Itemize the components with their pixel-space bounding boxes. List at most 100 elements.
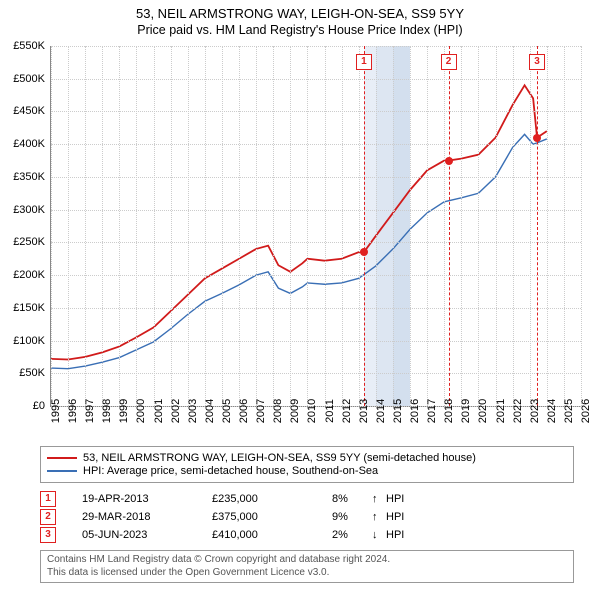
legend-label: 53, NEIL ARMSTRONG WAY, LEIGH-ON-SEA, SS… (83, 452, 476, 464)
sale-row-date: 19-APR-2013 (82, 493, 212, 505)
x-axis-tick-label: 2004 (204, 399, 216, 423)
arrow-icon: ↑ (372, 493, 386, 505)
x-axis-tick-label: 1997 (84, 399, 96, 423)
gridline-vertical (68, 46, 69, 406)
sale-row-price: £410,000 (212, 529, 332, 541)
x-axis-tick-label: 2006 (238, 399, 250, 423)
gridline-vertical (530, 46, 531, 406)
gridline-vertical (359, 46, 360, 406)
gridline-vertical (547, 46, 548, 406)
x-axis-tick-label: 2000 (135, 399, 147, 423)
gridline-vertical (564, 46, 565, 406)
sale-row-badge: 3 (40, 527, 56, 543)
gridline-horizontal (51, 46, 581, 47)
gridline-horizontal (51, 275, 581, 276)
gridline-vertical (273, 46, 274, 406)
gridline-vertical (51, 46, 52, 406)
sale-marker-line (537, 46, 538, 406)
x-axis-tick-label: 2016 (409, 399, 421, 423)
sale-marker-badge: 3 (529, 54, 545, 70)
gridline-vertical (85, 46, 86, 406)
gridline-vertical (256, 46, 257, 406)
sale-row: 305-JUN-2023£410,0002%↓HPI (40, 526, 404, 544)
y-axis-tick-label: £150K (13, 302, 45, 314)
gridline-horizontal (51, 373, 581, 374)
sale-marker-badge: 2 (441, 54, 457, 70)
legend-label: HPI: Average price, semi-detached house,… (83, 465, 378, 477)
y-axis-tick-label: £350K (13, 171, 45, 183)
y-axis-tick-label: £0 (33, 400, 45, 412)
gridline-vertical (410, 46, 411, 406)
footer-line: This data is licensed under the Open Gov… (47, 567, 567, 580)
gridline-vertical (102, 46, 103, 406)
gridline-vertical (136, 46, 137, 406)
x-axis-tick-label: 2010 (306, 399, 318, 423)
y-axis-tick-label: £500K (13, 73, 45, 85)
x-axis-tick-label: 1995 (50, 399, 62, 423)
sale-row-suffix: HPI (386, 493, 404, 505)
line-series-svg (51, 46, 581, 406)
legend-row: 53, NEIL ARMSTRONG WAY, LEIGH-ON-SEA, SS… (47, 452, 567, 464)
gridline-vertical (478, 46, 479, 406)
x-axis-tick-label: 2025 (563, 399, 575, 423)
plot-region: 1 2 3 (50, 46, 581, 407)
series-line-price_paid (51, 85, 547, 359)
gridline-horizontal (51, 111, 581, 112)
chart-area: 123 £0£50K£100K£150K£200K£250K£300K£350K… (50, 46, 580, 406)
gridline-horizontal (51, 79, 581, 80)
gridline-vertical (239, 46, 240, 406)
title-subtitle: Price paid vs. HM Land Registry's House … (0, 23, 600, 37)
arrow-icon: ↓ (372, 529, 386, 541)
gridline-horizontal (51, 177, 581, 178)
x-axis-tick-label: 2008 (272, 399, 284, 423)
y-axis-tick-label: £400K (13, 138, 45, 150)
y-axis-tick-label: £50K (19, 367, 45, 379)
x-axis-tick-label: 2023 (529, 399, 541, 423)
x-axis-tick-label: 2012 (341, 399, 353, 423)
x-axis-tick-label: 1999 (118, 399, 130, 423)
gridline-horizontal (51, 210, 581, 211)
sale-row-badge: 1 (40, 491, 56, 507)
sale-row-date: 05-JUN-2023 (82, 529, 212, 541)
x-axis-tick-label: 2013 (358, 399, 370, 423)
legend: 53, NEIL ARMSTRONG WAY, LEIGH-ON-SEA, SS… (40, 446, 574, 483)
sale-row-suffix: HPI (386, 511, 404, 523)
gridline-vertical (342, 46, 343, 406)
x-axis-tick-label: 1998 (101, 399, 113, 423)
gridline-vertical (325, 46, 326, 406)
gridline-vertical (171, 46, 172, 406)
x-axis-tick-label: 2022 (512, 399, 524, 423)
x-axis-tick-label: 2011 (324, 399, 336, 423)
x-axis-tick-label: 2007 (255, 399, 267, 423)
sale-row-pct: 9% (332, 511, 372, 523)
gridline-horizontal (51, 308, 581, 309)
x-axis-tick-label: 2015 (392, 399, 404, 423)
y-axis-tick-label: £550K (13, 40, 45, 52)
series-line-hpi (51, 134, 547, 368)
gridline-vertical (513, 46, 514, 406)
legend-row: HPI: Average price, semi-detached house,… (47, 465, 567, 477)
gridline-vertical (307, 46, 308, 406)
footer-line: Contains HM Land Registry data © Crown c… (47, 554, 567, 567)
gridline-vertical (581, 46, 582, 406)
sale-marker-badge: 1 (356, 54, 372, 70)
x-axis-tick-label: 2017 (426, 399, 438, 423)
x-axis-tick-label: 2005 (221, 399, 233, 423)
gridline-horizontal (51, 341, 581, 342)
sale-row-pct: 2% (332, 529, 372, 541)
x-axis-tick-label: 2018 (443, 399, 455, 423)
sale-row-price: £375,000 (212, 511, 332, 523)
x-axis-tick-label: 1996 (67, 399, 79, 423)
sale-row-date: 29-MAR-2018 (82, 511, 212, 523)
y-axis-tick-label: £300K (13, 204, 45, 216)
sale-marker-dot (445, 157, 453, 165)
sale-marker-dot (533, 134, 541, 142)
gridline-vertical (154, 46, 155, 406)
sale-marker-dot (360, 248, 368, 256)
sale-marker-line (449, 46, 450, 406)
gridline-vertical (496, 46, 497, 406)
title-block: 53, NEIL ARMSTRONG WAY, LEIGH-ON-SEA, SS… (0, 0, 600, 37)
x-axis-tick-label: 2021 (495, 399, 507, 423)
gridline-vertical (444, 46, 445, 406)
gridline-vertical (427, 46, 428, 406)
